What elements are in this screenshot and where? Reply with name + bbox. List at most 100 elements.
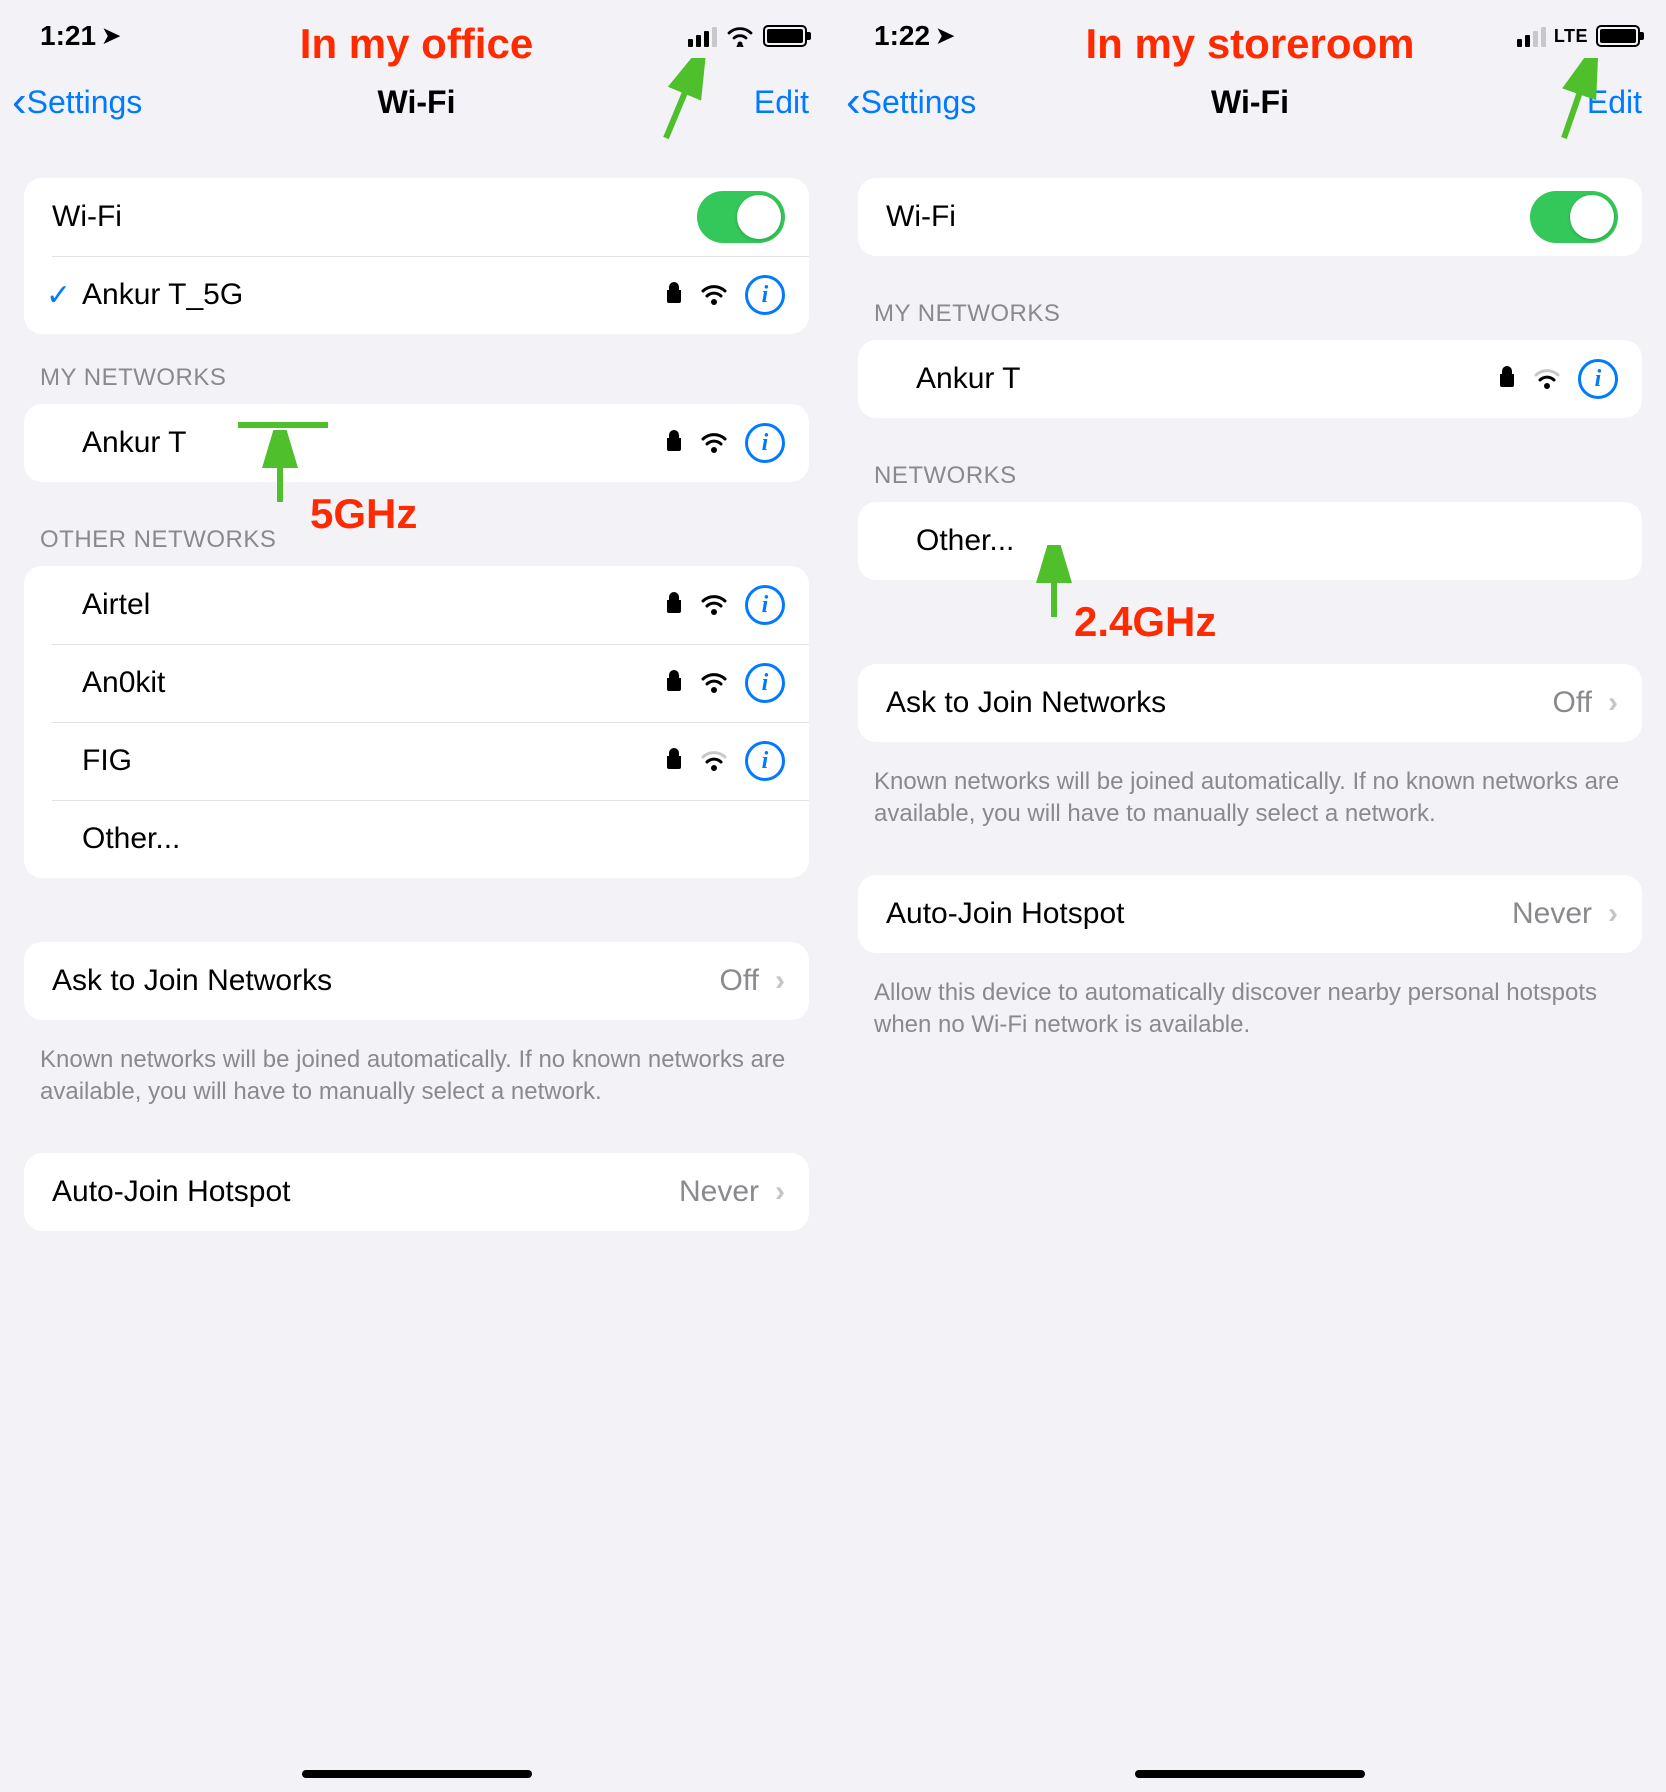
ask-join-label: Ask to Join Networks bbox=[886, 686, 1553, 720]
section-header-networks: NETWORKS bbox=[834, 462, 1666, 502]
ask-join-row[interactable]: Ask to Join Networks Off › bbox=[858, 664, 1642, 742]
checkmark-icon: ✓ bbox=[46, 278, 82, 313]
network-row[interactable]: Ankur T i bbox=[24, 404, 809, 482]
info-button[interactable]: i bbox=[1578, 359, 1618, 399]
chevron-left-icon: ‹ bbox=[12, 80, 27, 124]
wifi-strength-icon bbox=[699, 593, 729, 617]
wifi-strength-icon bbox=[699, 671, 729, 695]
network-name: Ankur T bbox=[916, 362, 1498, 396]
status-indicators: LTE bbox=[1517, 25, 1640, 47]
home-indicator[interactable] bbox=[1135, 1770, 1365, 1778]
phone-right: 1:22 ➤ LTE In my storeroom ‹ Settings Wi… bbox=[833, 0, 1666, 1792]
network-name: Airtel bbox=[82, 588, 665, 622]
connected-network-name: Ankur T_5G bbox=[82, 278, 665, 312]
nav-bar: ‹ Settings Wi-Fi Edit bbox=[0, 58, 833, 142]
ask-join-row[interactable]: Ask to Join Networks Off › bbox=[24, 942, 809, 1020]
auto-hotspot-row[interactable]: Auto-Join Hotspot Never › bbox=[24, 1153, 809, 1231]
other-row[interactable]: Other... bbox=[24, 800, 809, 878]
auto-hotspot-value: Never bbox=[1512, 897, 1592, 931]
back-label: Settings bbox=[861, 84, 977, 121]
auto-hotspot-row[interactable]: Auto-Join Hotspot Never › bbox=[858, 875, 1642, 953]
networks-group: Other... bbox=[858, 502, 1642, 580]
status-time-area: 1:22 ➤ bbox=[874, 20, 954, 52]
info-button[interactable]: i bbox=[745, 585, 785, 625]
other-networks-group: Airtel i An0kit i FIG i bbox=[24, 566, 809, 878]
chevron-right-icon: › bbox=[1608, 686, 1618, 720]
location-arrow-icon: ➤ bbox=[936, 23, 954, 49]
info-button[interactable]: i bbox=[745, 275, 785, 315]
lock-icon bbox=[665, 747, 683, 775]
back-button[interactable]: ‹ Settings bbox=[12, 80, 142, 124]
wifi-strength-icon bbox=[1532, 367, 1562, 391]
other-label: Other... bbox=[82, 822, 785, 856]
home-indicator[interactable] bbox=[302, 1770, 532, 1778]
network-row[interactable]: FIG i bbox=[24, 722, 809, 800]
ask-join-value: Off bbox=[720, 964, 759, 998]
network-row[interactable]: Ankur T i bbox=[858, 340, 1642, 418]
lock-icon bbox=[665, 591, 683, 619]
location-arrow-icon: ➤ bbox=[102, 23, 120, 49]
my-networks-group: Ankur T i bbox=[24, 404, 809, 482]
wifi-strength-icon bbox=[699, 749, 729, 773]
chevron-right-icon: › bbox=[1608, 897, 1618, 931]
section-header-my-networks: MY NETWORKS bbox=[834, 300, 1666, 340]
network-name: Ankur T bbox=[82, 426, 665, 460]
network-name: FIG bbox=[82, 744, 665, 778]
back-label: Settings bbox=[27, 84, 143, 121]
status-bar: 1:22 ➤ LTE bbox=[834, 0, 1666, 58]
section-header-my-networks: MY NETWORKS bbox=[0, 364, 833, 404]
info-button[interactable]: i bbox=[745, 663, 785, 703]
auto-hotspot-label: Auto-Join Hotspot bbox=[886, 897, 1512, 931]
auto-hotspot-group: Auto-Join Hotspot Never › bbox=[24, 1153, 809, 1231]
status-indicators bbox=[688, 25, 807, 47]
cellular-signal-icon bbox=[688, 25, 717, 47]
battery-icon bbox=[1596, 25, 1640, 47]
ask-join-footer: Known networks will be joined automatica… bbox=[834, 752, 1666, 831]
cellular-signal-icon bbox=[1517, 25, 1546, 47]
wifi-toggle[interactable] bbox=[697, 191, 785, 243]
section-header-other-networks: OTHER NETWORKS bbox=[0, 526, 833, 566]
connected-network-row[interactable]: ✓ Ankur T_5G i bbox=[24, 256, 809, 334]
ask-join-group: Ask to Join Networks Off › bbox=[24, 942, 809, 1020]
wifi-toggle-group: Wi-Fi ✓ Ankur T_5G i bbox=[24, 178, 809, 334]
network-name: An0kit bbox=[82, 666, 665, 700]
info-button[interactable]: i bbox=[745, 423, 785, 463]
info-button[interactable]: i bbox=[745, 741, 785, 781]
wifi-status-icon bbox=[725, 25, 755, 47]
network-row[interactable]: Airtel i bbox=[24, 566, 809, 644]
wifi-toggle[interactable] bbox=[1530, 191, 1618, 243]
back-button[interactable]: ‹ Settings bbox=[846, 80, 976, 124]
wifi-label: Wi-Fi bbox=[886, 200, 1530, 234]
wifi-strength-icon bbox=[699, 283, 729, 307]
auto-hotspot-value: Never bbox=[679, 1175, 759, 1209]
auto-hotspot-group: Auto-Join Hotspot Never › bbox=[858, 875, 1642, 953]
edit-button[interactable]: Edit bbox=[1587, 84, 1642, 121]
wifi-label: Wi-Fi bbox=[52, 200, 697, 234]
wifi-toggle-row[interactable]: Wi-Fi bbox=[24, 178, 809, 256]
ask-join-value: Off bbox=[1553, 686, 1592, 720]
lock-icon bbox=[665, 429, 683, 457]
wifi-strength-icon bbox=[699, 431, 729, 455]
status-bar: 1:21 ➤ bbox=[0, 0, 833, 58]
chevron-right-icon: › bbox=[775, 1175, 785, 1209]
network-row[interactable]: An0kit i bbox=[24, 644, 809, 722]
lock-icon bbox=[665, 669, 683, 697]
chevron-left-icon: ‹ bbox=[846, 80, 861, 124]
other-row[interactable]: Other... bbox=[858, 502, 1642, 580]
wifi-toggle-group: Wi-Fi bbox=[858, 178, 1642, 256]
status-time-area: 1:21 ➤ bbox=[40, 20, 120, 52]
nav-bar: ‹ Settings Wi-Fi Edit bbox=[834, 58, 1666, 142]
lock-icon bbox=[665, 281, 683, 309]
my-networks-group: Ankur T i bbox=[858, 340, 1642, 418]
wifi-toggle-row[interactable]: Wi-Fi bbox=[858, 178, 1642, 256]
edit-button[interactable]: Edit bbox=[754, 84, 809, 121]
status-time: 1:21 bbox=[40, 20, 96, 52]
auto-hotspot-label: Auto-Join Hotspot bbox=[52, 1175, 679, 1209]
lte-label: LTE bbox=[1554, 26, 1588, 47]
other-label: Other... bbox=[916, 524, 1618, 558]
status-time: 1:22 bbox=[874, 20, 930, 52]
lock-icon bbox=[1498, 365, 1516, 393]
battery-icon bbox=[763, 25, 807, 47]
chevron-right-icon: › bbox=[775, 964, 785, 998]
auto-hotspot-footer: Allow this device to automatically disco… bbox=[834, 963, 1666, 1042]
